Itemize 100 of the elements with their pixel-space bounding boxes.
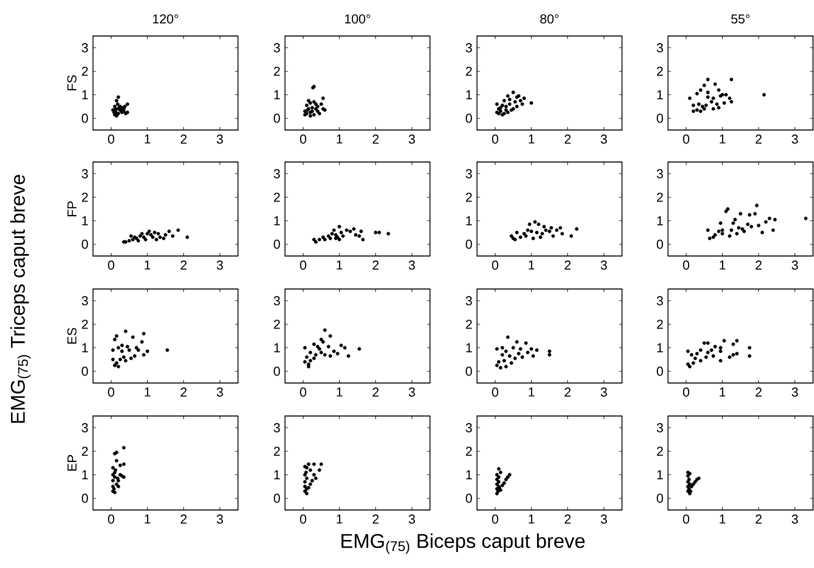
y-tick-label: 0 — [82, 494, 88, 503]
x-tick-label: 1 — [528, 388, 534, 396]
y-tick-label: 2 — [274, 320, 280, 329]
chart-title: 80° — [540, 14, 559, 24]
x-tick-label: 0 — [108, 134, 114, 144]
y-tick-label: 0 — [274, 114, 280, 123]
y-tick-label: 3 — [466, 296, 472, 306]
x-tick-label: 0 — [300, 260, 306, 270]
x-tick-label: 3 — [600, 514, 607, 524]
x-tick-label: 2 — [756, 388, 762, 397]
y-tick-label: 1 — [657, 90, 663, 100]
y-axis-title: EP — [68, 455, 76, 471]
chart-title: 120° — [153, 14, 178, 24]
x-tick-label: 2 — [180, 134, 187, 144]
y-tick-label: 1 — [657, 470, 663, 480]
y-tick-label: 2 — [274, 446, 280, 456]
x-tick-label: 3 — [216, 514, 223, 524]
y-tick-label: 0 — [274, 366, 280, 376]
y-tick-label: 1 — [466, 470, 472, 480]
x-tick-label: 3 — [600, 388, 607, 397]
x-tick-label: 0 — [492, 388, 498, 397]
y-tick-label: 2 — [466, 446, 472, 456]
y-tick-label: 1 — [82, 470, 88, 480]
x-tick-label: 3 — [408, 134, 415, 144]
chart-title: 100° — [345, 14, 370, 24]
y-tick-label: 3 — [82, 423, 88, 432]
x-tick-label: 1 — [528, 134, 534, 144]
y-axis-title: FS — [67, 75, 76, 90]
y-tick-label: 2 — [656, 446, 663, 456]
x-tick-label: 2 — [180, 514, 187, 524]
x-tick-label: 3 — [216, 388, 223, 397]
y-tick-label: 3 — [656, 296, 663, 306]
x-tick-label: 2 — [180, 388, 187, 397]
y-tick-label: 1 — [657, 216, 663, 226]
y-tick-label: 1 — [274, 90, 280, 100]
y-tick-label: 2 — [82, 66, 88, 76]
x-tick-label: 2 — [564, 134, 571, 144]
x-tick-label: 1 — [720, 134, 726, 144]
x-tick-label: 2 — [372, 134, 379, 144]
x-tick-label: 2 — [756, 134, 762, 144]
x-tick-label: 0 — [300, 134, 306, 144]
y-tick-label: 3 — [466, 423, 472, 432]
x-tick-label: 2 — [372, 514, 379, 524]
x-tick-label: 3 — [216, 260, 223, 270]
y-tick-label: 0 — [274, 494, 280, 503]
y-tick-label: 0 — [466, 240, 472, 249]
x-tick-label: 1 — [144, 388, 150, 396]
x-tick-label: 0 — [300, 514, 306, 524]
y-tick-label: 2 — [82, 320, 88, 329]
y-tick-label: 1 — [274, 216, 280, 226]
x-tick-label: 1 — [336, 514, 342, 524]
y-tick-label: 0 — [274, 240, 280, 249]
x-tick-label: 3 — [792, 260, 798, 270]
x-tick-label: 2 — [564, 388, 571, 397]
chart-title: 55° — [731, 14, 750, 24]
y-tick-label: 0 — [82, 114, 88, 123]
y-tick-label: 3 — [656, 169, 663, 178]
x-tick-label: 1 — [720, 514, 726, 524]
y-tick-label: 2 — [274, 66, 280, 76]
x-tick-label: 1 — [144, 260, 150, 270]
y-axis-title: ES — [67, 328, 76, 344]
y-tick-label: 2 — [656, 320, 663, 329]
y-tick-label: 1 — [82, 216, 88, 226]
x-tick-label: 0 — [683, 514, 690, 524]
x-tick-label: 1 — [528, 514, 534, 524]
y-tick-label: 3 — [82, 43, 88, 52]
x-tick-label: 2 — [564, 260, 571, 270]
y-tick-label: 3 — [82, 296, 88, 306]
y-tick-label: 0 — [466, 494, 472, 503]
y-tick-label: 2 — [656, 66, 663, 76]
y-tick-label: 0 — [466, 114, 472, 123]
x-tick-label: 0 — [492, 134, 498, 144]
x-tick-label: 3 — [792, 514, 798, 524]
y-tick-label: 1 — [466, 90, 472, 100]
y-tick-label: 1 — [466, 216, 472, 226]
x-tick-label: 1 — [528, 260, 534, 270]
y-tick-label: 1 — [82, 90, 88, 100]
y-tick-label: 1 — [657, 343, 663, 352]
x-tick-label: 3 — [792, 388, 798, 397]
y-tick-label: 1 — [82, 343, 88, 352]
y-tick-label: 2 — [82, 192, 88, 202]
y-tick-label: 3 — [656, 43, 663, 52]
y-tick-label: 2 — [466, 66, 472, 76]
x-tick-label: 1 — [144, 514, 150, 524]
x-tick-label: 0 — [492, 260, 498, 270]
text: EMG$_{(75)}$ Biceps caput breve — [342, 533, 585, 554]
y-tick-label: 0 — [656, 366, 663, 376]
y-tick-label: 2 — [466, 320, 472, 329]
y-tick-label: 3 — [274, 169, 280, 178]
y-tick-label: 1 — [466, 343, 472, 352]
y-tick-label: 3 — [274, 423, 280, 432]
x-tick-label: 1 — [144, 134, 150, 144]
x-tick-label: 2 — [372, 260, 379, 270]
y-tick-label: 3 — [466, 169, 472, 178]
y-tick-label: 2 — [274, 192, 280, 202]
x-tick-label: 2 — [756, 514, 762, 524]
x-tick-label: 0 — [108, 514, 114, 524]
x-tick-label: 2 — [180, 260, 187, 270]
x-tick-label: 1 — [336, 388, 342, 396]
x-tick-label: 2 — [756, 260, 762, 270]
